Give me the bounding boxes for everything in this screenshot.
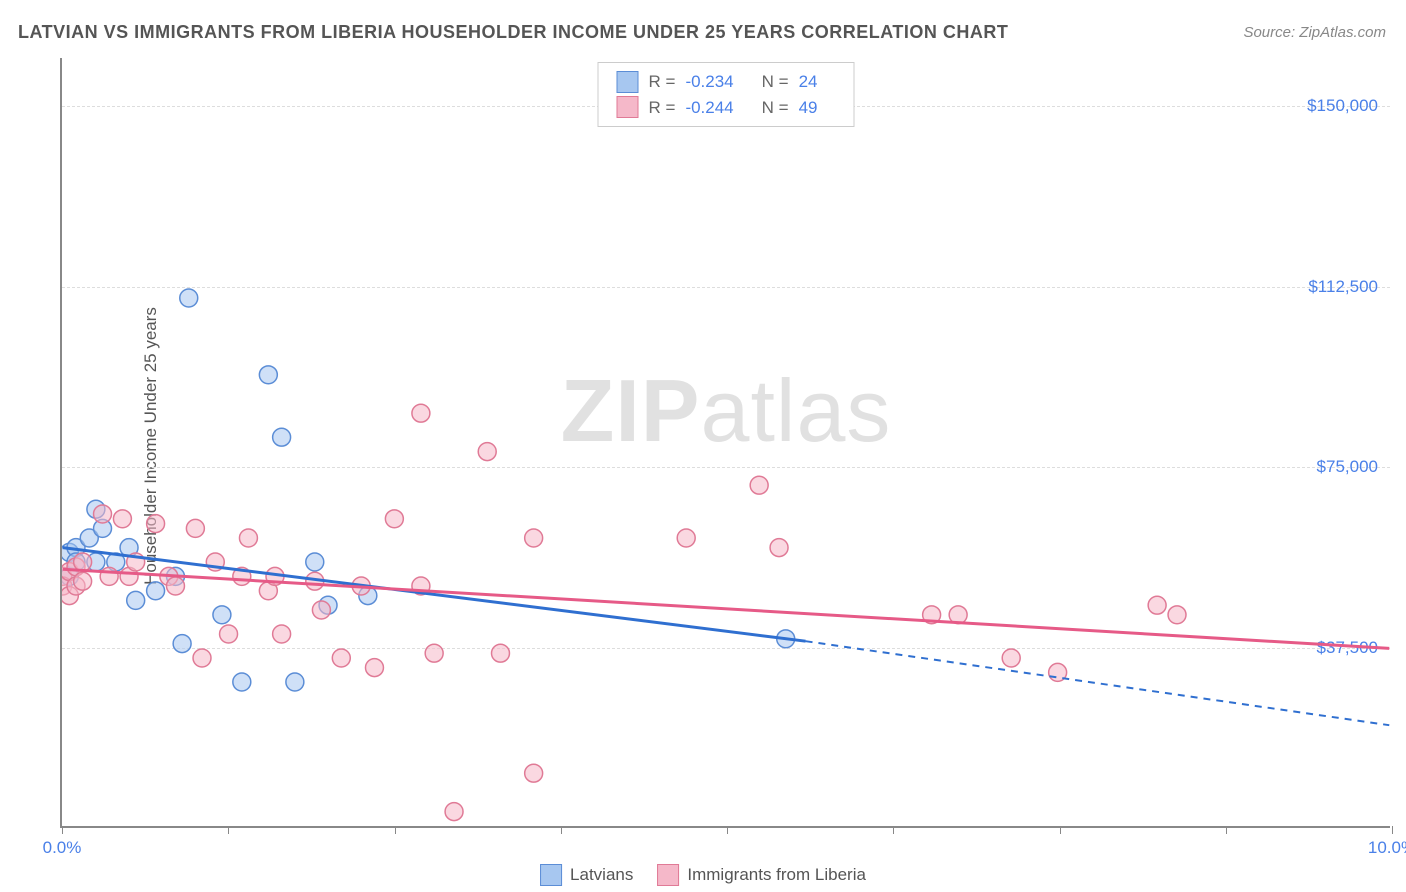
- data-point: [677, 529, 695, 547]
- correlation-legend: R = -0.234 N = 24 R = -0.244 N = 49: [598, 62, 855, 127]
- x-tick-label: 10.0%: [1368, 838, 1406, 858]
- legend-row-liberia: R = -0.244 N = 49: [617, 95, 836, 121]
- legend-n-label: N =: [762, 69, 789, 95]
- x-tick: [1060, 826, 1061, 834]
- data-point: [94, 505, 112, 523]
- data-point: [233, 673, 251, 691]
- data-point: [259, 366, 277, 384]
- legend-r-value-latvians: -0.234: [685, 69, 733, 95]
- legend-label-latvians: Latvians: [570, 865, 633, 885]
- data-point: [1002, 649, 1020, 667]
- x-tick: [395, 826, 396, 834]
- data-point: [1168, 606, 1186, 624]
- trend-line: [63, 569, 1390, 648]
- data-point: [525, 529, 543, 547]
- chart-plot-area: ZIPatlas R = -0.234 N = 24 R = -0.244 N …: [60, 58, 1390, 828]
- data-point: [770, 539, 788, 557]
- data-point: [385, 510, 403, 528]
- data-point: [147, 582, 165, 600]
- data-point: [286, 673, 304, 691]
- series-legend: Latvians Immigrants from Liberia: [540, 864, 866, 886]
- x-tick: [1392, 826, 1393, 834]
- legend-label-liberia: Immigrants from Liberia: [687, 865, 866, 885]
- data-point: [167, 577, 185, 595]
- data-point: [332, 649, 350, 667]
- legend-item-latvians: Latvians: [540, 864, 633, 886]
- data-point: [273, 625, 291, 643]
- data-point: [445, 803, 463, 821]
- data-point: [306, 553, 324, 571]
- data-point: [365, 659, 383, 677]
- x-tick: [62, 826, 63, 834]
- data-point: [412, 404, 430, 422]
- legend-swatch-liberia: [617, 96, 639, 118]
- x-tick-label: 0.0%: [43, 838, 82, 858]
- legend-swatch-icon: [540, 864, 562, 886]
- legend-r-label: R =: [649, 95, 676, 121]
- data-point: [193, 649, 211, 667]
- data-point: [186, 519, 204, 537]
- x-tick: [727, 826, 728, 834]
- data-point: [239, 529, 257, 547]
- trend-line-extrapolated: [806, 641, 1390, 725]
- data-point: [492, 644, 510, 662]
- data-point: [425, 644, 443, 662]
- data-point: [1148, 596, 1166, 614]
- x-tick: [228, 826, 229, 834]
- legend-n-label: N =: [762, 95, 789, 121]
- source-attribution: Source: ZipAtlas.com: [1243, 24, 1386, 41]
- legend-r-label: R =: [649, 69, 676, 95]
- scatter-svg: [62, 58, 1390, 826]
- data-point: [220, 625, 238, 643]
- data-point: [74, 572, 92, 590]
- data-point: [273, 428, 291, 446]
- chart-title: LATVIAN VS IMMIGRANTS FROM LIBERIA HOUSE…: [18, 22, 1008, 43]
- legend-item-liberia: Immigrants from Liberia: [657, 864, 866, 886]
- data-point: [74, 553, 92, 571]
- data-point: [213, 606, 231, 624]
- legend-row-latvians: R = -0.234 N = 24: [617, 69, 836, 95]
- data-point: [525, 764, 543, 782]
- data-point: [180, 289, 198, 307]
- x-tick: [561, 826, 562, 834]
- legend-n-value-latvians: 24: [799, 69, 818, 95]
- data-point: [113, 510, 131, 528]
- data-point: [173, 635, 191, 653]
- legend-swatch-latvians: [617, 71, 639, 93]
- legend-swatch-icon: [657, 864, 679, 886]
- data-point: [127, 591, 145, 609]
- legend-n-value-liberia: 49: [799, 95, 818, 121]
- data-point: [312, 601, 330, 619]
- data-point: [478, 443, 496, 461]
- data-point: [750, 476, 768, 494]
- x-tick: [893, 826, 894, 834]
- x-tick: [1226, 826, 1227, 834]
- legend-r-value-liberia: -0.244: [685, 95, 733, 121]
- data-point: [147, 515, 165, 533]
